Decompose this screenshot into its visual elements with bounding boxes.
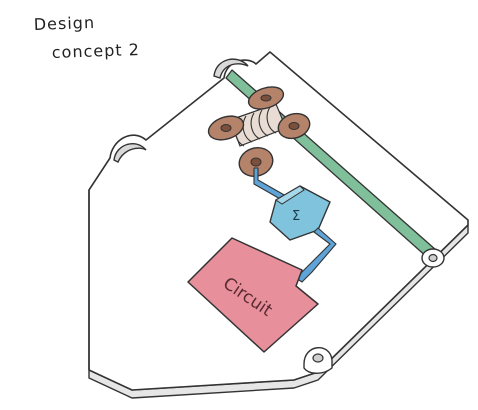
title-line-1: Design [33, 13, 95, 34]
semicircle-notch-icon [213, 58, 249, 79]
sensor-label: Σ [292, 209, 300, 224]
pivot-bolt-icon [421, 248, 445, 268]
circuit-board: Circuit [187, 237, 319, 353]
title-line-2: concept 2 [51, 40, 140, 62]
spool-coil-icon [207, 86, 311, 178]
sensor-box: Σ [269, 185, 331, 241]
mount-bolt-icon [303, 346, 333, 374]
semicircle-notch-icon [113, 142, 147, 163]
